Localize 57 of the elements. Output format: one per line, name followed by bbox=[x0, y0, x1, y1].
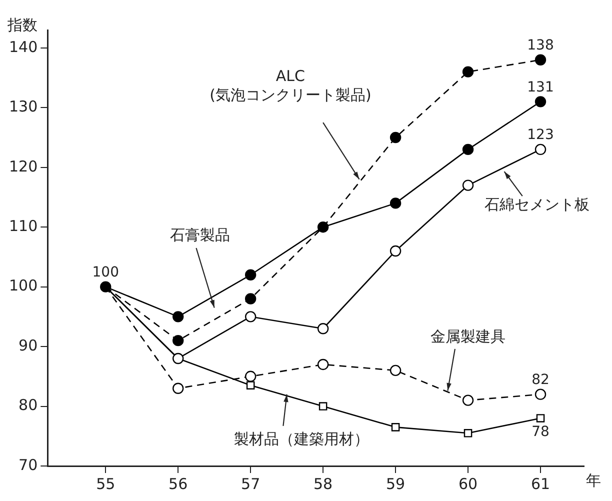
point bbox=[391, 423, 400, 432]
data-label: 78 bbox=[532, 424, 550, 440]
point bbox=[317, 323, 329, 334]
point bbox=[318, 402, 328, 410]
x-axis-title: 年 bbox=[586, 471, 601, 490]
point bbox=[100, 281, 112, 292]
point bbox=[244, 293, 256, 304]
x-tick-label: 60 bbox=[458, 474, 478, 493]
y-tick-label: 130 bbox=[8, 98, 38, 116]
data-label: 131 bbox=[527, 79, 554, 96]
x-tick-label: 61 bbox=[530, 474, 550, 493]
y-tick-label: 140 bbox=[8, 38, 38, 56]
point bbox=[244, 269, 256, 280]
data-label: 138 bbox=[527, 38, 554, 54]
point bbox=[464, 429, 472, 438]
x-tick-label: 56 bbox=[168, 474, 188, 493]
series-label: 製材品（建築用材） bbox=[234, 430, 369, 448]
point bbox=[390, 198, 402, 209]
point bbox=[390, 132, 402, 144]
point bbox=[244, 311, 256, 322]
point bbox=[390, 245, 402, 257]
point bbox=[462, 180, 474, 191]
text: ALC (気泡コンクリート製品) bbox=[210, 67, 372, 104]
x-tick-label: 55 bbox=[96, 474, 116, 493]
point bbox=[244, 370, 256, 382]
point bbox=[172, 334, 184, 346]
point bbox=[317, 358, 329, 370]
y-tick-label: 120 bbox=[8, 157, 38, 176]
point bbox=[536, 414, 545, 422]
point bbox=[534, 54, 546, 66]
point bbox=[390, 364, 402, 376]
y-tick-label: 100 bbox=[8, 276, 38, 295]
y-tick-label: 80 bbox=[18, 396, 38, 414]
text: 石膏製品 bbox=[170, 226, 230, 244]
data-label: 100 bbox=[92, 264, 119, 280]
series-label: 石綿セメント板 bbox=[484, 195, 590, 214]
point bbox=[172, 382, 184, 394]
point bbox=[462, 144, 474, 156]
point bbox=[317, 221, 329, 233]
point bbox=[534, 96, 546, 108]
point bbox=[462, 66, 474, 78]
y-axis-title: 指数 bbox=[6, 16, 38, 34]
text: 金属製建具 bbox=[430, 327, 506, 346]
data-label: 123 bbox=[527, 127, 554, 144]
point bbox=[534, 144, 546, 156]
point bbox=[246, 381, 255, 390]
point bbox=[534, 388, 546, 400]
data-label: 82 bbox=[532, 372, 550, 388]
point bbox=[172, 352, 184, 364]
point bbox=[172, 311, 184, 322]
point bbox=[462, 394, 474, 406]
x-tick-label: 59 bbox=[386, 474, 406, 493]
y-tick-label: 70 bbox=[18, 456, 38, 474]
y-tick-label: 90 bbox=[18, 336, 38, 354]
x-tick-label: 57 bbox=[241, 474, 260, 493]
y-tick-label: 110 bbox=[8, 216, 38, 235]
x-tick-label: 58 bbox=[314, 474, 333, 493]
